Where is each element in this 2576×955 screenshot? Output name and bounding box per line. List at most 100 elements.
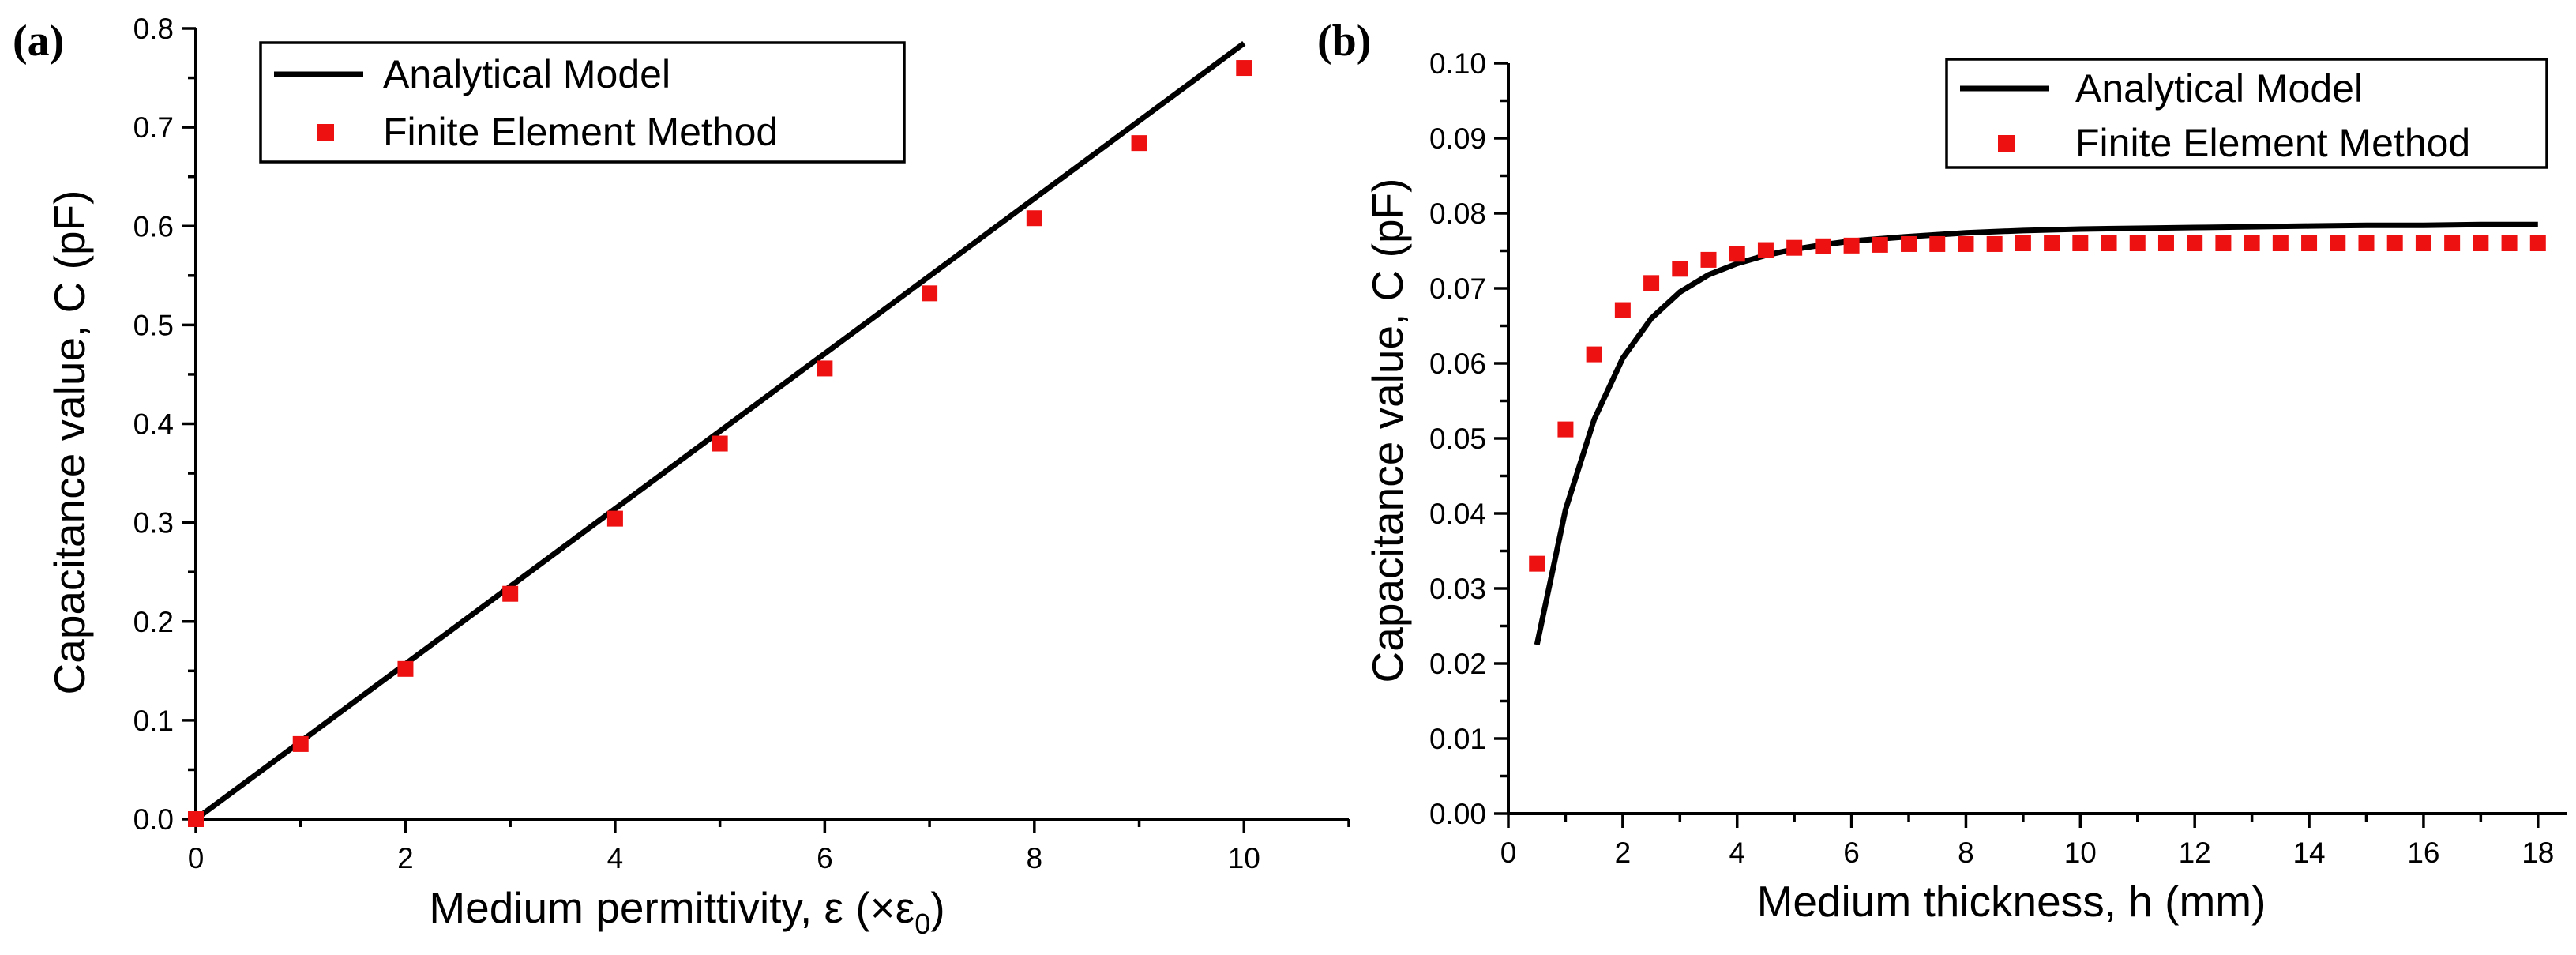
chart-a-fem-point <box>188 811 204 827</box>
chart-a-data <box>188 40 1252 827</box>
chart-b-fem-point <box>2358 235 2375 251</box>
chart-b-fem-point <box>2386 235 2403 251</box>
chart-a-y-tick-label: 0.3 <box>133 507 174 540</box>
chart-b-fem-point <box>1843 237 1860 254</box>
chart-b-y-tick-label: 0.07 <box>1429 273 1486 305</box>
chart-a-y-tick-label: 0.2 <box>133 606 174 638</box>
chart-a-fem-point <box>1026 210 1042 227</box>
chart-a-y-tick-label: 0.1 <box>133 705 174 737</box>
chart-b-fem-point <box>1815 238 1831 254</box>
chart-b-x-tick-label: 16 <box>2407 837 2439 869</box>
chart-b-x-tick-label: 10 <box>2064 837 2097 869</box>
chart-b-fem-point <box>1901 235 1917 252</box>
chart-a-y-axis-title: Capacitance value, C (pF) <box>45 190 94 695</box>
chart-a-fem-point <box>502 585 519 602</box>
chart-b-fem-point <box>1986 235 2003 252</box>
chart-b-fem-point <box>2301 235 2318 251</box>
chart-b-fem-point <box>1729 246 1745 262</box>
chart-b-fem-point <box>2072 235 2089 251</box>
chart-b-fem-point <box>2473 235 2489 251</box>
chart-b-fem-point <box>2444 235 2461 251</box>
chart-a-y-tick-label: 0.8 <box>133 13 174 45</box>
chart-a-legend: Analytical Model Finite Element Method <box>259 41 906 164</box>
chart-b-legend-analytical: Analytical Model <box>2075 66 2363 111</box>
chart-a-x-axis-title-main: Medium permittivity, ε (×ε <box>429 883 914 932</box>
chart-a-x-tick-label: 6 <box>817 842 833 874</box>
chart-b-y-axis-title: Capacitance value, C (pF) <box>1363 179 1412 683</box>
chart-b-fem-point <box>2330 235 2346 251</box>
chart-b-fem-point <box>1643 275 1660 291</box>
chart-b-y-tick-label: 0.10 <box>1429 47 1486 80</box>
chart-b-fem-point <box>2187 235 2203 251</box>
chart-a-legend-analytical: Analytical Model <box>383 52 670 96</box>
chart-b-fem-point <box>2015 235 2031 251</box>
chart-b-fem-point <box>1757 242 1774 258</box>
chart-b-y-tick-label: 0.08 <box>1429 197 1486 230</box>
chart-b-x-tick-label: 18 <box>2522 837 2554 869</box>
chart-a-analytical-line <box>193 40 1246 822</box>
chart-b-fem-point <box>1786 239 1803 256</box>
chart-a-legend-marker-key <box>317 124 334 141</box>
chart-a-fem-point <box>712 435 728 452</box>
chart-a-fem-point <box>606 510 623 527</box>
chart-b-y-tick-label: 0.03 <box>1429 573 1486 605</box>
chart-a-x-tick-label: 8 <box>1027 842 1043 874</box>
chart-b-fem-point <box>1614 302 1631 318</box>
chart-b-y-tick-label: 0.01 <box>1429 723 1486 755</box>
chart-a-y-tick-label: 0.4 <box>133 408 174 441</box>
chart-a-fem-point <box>397 660 414 677</box>
chart-b-data <box>1529 221 2546 645</box>
panel-label-b: (b) <box>1317 17 1371 66</box>
chart-b-y-tick-label: 0.05 <box>1429 423 1486 455</box>
chart-b-fem-point <box>2244 235 2260 251</box>
chart-b: (b) 0 2 4 6 8 10 12 14 16 180.000.010.020.030.040… <box>1317 17 2567 926</box>
chart-a-x-tick-label: 4 <box>607 842 624 874</box>
chart-a-legend-box <box>259 41 906 164</box>
chart-a-axes: 0 2 4 6 8 10 0.0 0.1 0.2 0.3 0.4 0.5 0.6 0.7 0.8 <box>133 13 1350 874</box>
chart-b-fem-point <box>2044 235 2060 251</box>
chart-a-legend-fem: Finite Element Method <box>383 110 778 154</box>
chart-a-fem-point <box>817 360 833 377</box>
chart-b-y-tick-label: 0.00 <box>1429 798 1486 830</box>
chart-b-legend-fem: Finite Element Method <box>2075 121 2470 165</box>
panel-label-a: (a) <box>13 17 64 66</box>
chart-b-x-tick-label: 2 <box>1615 837 1632 869</box>
chart-b-y-tick-label: 0.06 <box>1429 348 1486 380</box>
chart-b-legend: Analytical Model Finite Element Method <box>1945 58 2548 169</box>
chart-a-y-tick-label: 0.7 <box>133 111 174 144</box>
chart-a-fem-point <box>1131 135 1147 152</box>
chart-b-fem-point <box>2157 235 2174 251</box>
chart-a-x-axis-title: Medium permittivity, ε (×ε0) <box>429 883 944 940</box>
chart-b-legend-box <box>1945 58 2548 169</box>
chart-b-x-axis-title: Medium thickness, h (mm) <box>1757 877 2266 926</box>
chart-b-fem-point <box>2272 235 2289 251</box>
chart-a-x-axis-title-suffix: ) <box>930 883 944 932</box>
chart-b-fem-point <box>2529 235 2546 251</box>
chart-b-fem-point <box>1872 236 1888 253</box>
chart-b-fem-point <box>1557 421 1574 438</box>
chart-b-x-tick-label: 6 <box>1843 837 1860 869</box>
chart-b-x-tick-label: 8 <box>1958 837 1974 869</box>
chart-b-fem-point <box>2215 235 2232 251</box>
chart-b-fem-point <box>2129 235 2146 251</box>
chart-a-y-tick-label: 0.0 <box>133 803 174 836</box>
chart-a-fem-point <box>922 285 938 302</box>
chart-b-fem-point <box>2415 235 2431 251</box>
chart-b-x-tick-label: 14 <box>2292 837 2325 869</box>
chart-b-y-tick-label: 0.04 <box>1429 498 1486 530</box>
chart-b-axes: 0 2 4 6 8 10 12 14 16 18 0.00 0.01 0.02 0.03 0.04 0.05 0… <box>1429 47 2567 869</box>
chart-a: (a) 0 2 4 6 8 10 0.0 0.1 0.2 0.3 0.4 0.5 0.6 0.7 0.8 M… <box>13 13 1350 940</box>
chart-a-x-tick-label: 0 <box>188 842 205 874</box>
chart-b-legend-marker-key <box>1998 135 2015 152</box>
chart-a-y-tick-label: 0.6 <box>133 210 174 243</box>
chart-b-fem-point <box>1958 235 1974 252</box>
chart-b-x-tick-label: 0 <box>1500 837 1517 869</box>
chart-b-analytical-line <box>1534 221 2538 645</box>
chart-b-fem-point <box>1529 555 1545 572</box>
chart-b-y-tick-label: 0.09 <box>1429 122 1486 155</box>
chart-b-fem-point <box>1672 261 1688 277</box>
chart-b-fem-point <box>1586 346 1602 363</box>
chart-a-fem-point <box>292 735 309 752</box>
chart-b-fem-point <box>2501 235 2518 251</box>
chart-a-x-tick-label: 2 <box>397 842 414 874</box>
